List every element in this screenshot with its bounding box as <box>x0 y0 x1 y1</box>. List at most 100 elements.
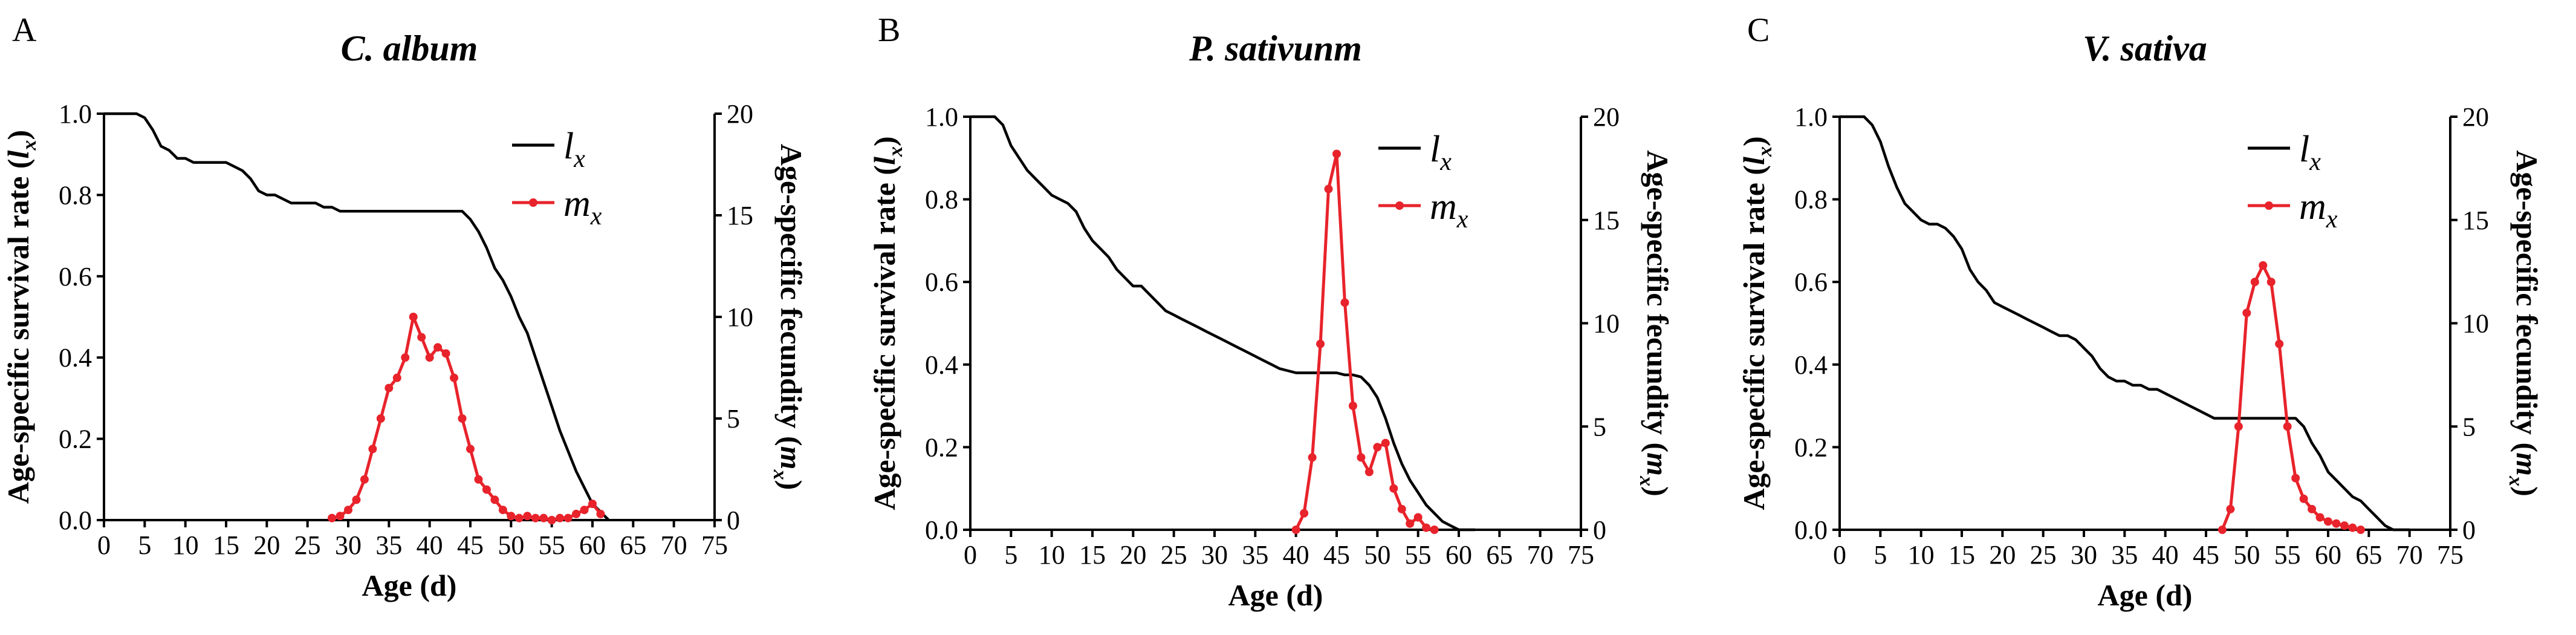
x-tick-label: 15 <box>213 530 239 560</box>
y-axis-label-italic: l <box>868 157 901 165</box>
legend-marker <box>2265 201 2273 210</box>
y2-tick-label: 20 <box>2462 102 2489 132</box>
x-tick-label: 0 <box>964 540 977 570</box>
y2-tick-label: 20 <box>727 99 753 129</box>
legend-label-mx: mx <box>563 183 602 230</box>
data-point-mx <box>2259 261 2268 270</box>
chart-title: C. album <box>341 28 478 68</box>
data-point-mx <box>1308 453 1317 462</box>
legend-label-sub: x <box>1456 206 1468 233</box>
x-tick-label: 40 <box>417 530 443 560</box>
axes <box>963 116 1588 537</box>
x-tick-label: 15 <box>1948 540 1975 570</box>
x-tick-label: 20 <box>253 530 280 560</box>
data-point-mx <box>2332 519 2341 528</box>
y2-tick-label: 5 <box>1593 412 1606 441</box>
y-axis-label-sub: x <box>1754 146 1776 157</box>
y2-axis-label-sub: x <box>1635 475 1658 486</box>
data-point-mx <box>1340 298 1349 307</box>
x-tick-label: 60 <box>1445 540 1472 570</box>
x-tick-label: 10 <box>1908 540 1935 570</box>
data-point-mx <box>1316 339 1325 348</box>
data-point-mx <box>1397 504 1406 513</box>
y2-tick-label: 0 <box>727 506 740 535</box>
legend-label-sub: x <box>1439 148 1452 176</box>
y2-tick-label: 15 <box>1593 206 1620 235</box>
data-point-mx <box>580 506 589 515</box>
legend-label-sub: x <box>590 203 602 230</box>
x-tick-label: 5 <box>1874 540 1887 570</box>
x-tick-label: 10 <box>172 530 199 560</box>
axes <box>1832 116 2458 537</box>
data-point-mx <box>596 509 605 518</box>
x-tick-label: 30 <box>1201 540 1228 570</box>
y2-axis-label-close: ) <box>774 480 808 490</box>
legend-label-sub: x <box>573 145 585 173</box>
y-axis-label-close: ) <box>1 130 35 140</box>
data-point-mx <box>1413 513 1423 522</box>
data-point-mx <box>392 373 401 382</box>
y2-tick-label: 10 <box>2462 309 2489 339</box>
data-point-mx <box>344 506 352 515</box>
x-tick-label: 25 <box>2030 540 2057 570</box>
y2-tick-label: 20 <box>1593 102 1620 132</box>
x-axis-label: Age (d) <box>362 568 457 602</box>
y-tick-label: 1.0 <box>59 99 92 129</box>
series-line-lx <box>1840 115 2410 532</box>
x-tick-label: 10 <box>1039 540 1065 570</box>
y-axis-label-italic: l <box>1 150 35 158</box>
data-point-mx <box>466 444 475 454</box>
data-point-mx <box>507 512 516 521</box>
data-point-mx <box>1422 523 1431 532</box>
data-point-mx <box>2299 494 2308 503</box>
y-tick-label: 1.0 <box>925 102 958 132</box>
data-point-mx <box>2266 278 2276 287</box>
y2-axis-label-sub: x <box>769 469 791 480</box>
y-axis-label-close: ) <box>868 136 901 146</box>
data-point-mx <box>2242 308 2251 318</box>
y-tick-label: 0.2 <box>925 432 958 462</box>
y-axis-label: Age-specific survival rate (lx) <box>868 136 907 510</box>
y2-axis-label-italic: m <box>2510 452 2544 476</box>
x-tick-label: 35 <box>1242 540 1268 570</box>
data-point-mx <box>425 353 434 362</box>
data-point-mx <box>401 353 410 362</box>
data-point-mx <box>1357 453 1366 462</box>
x-tick-label: 50 <box>2233 540 2260 570</box>
data-point-mx <box>1300 509 1309 518</box>
y2-tick-label: 10 <box>1593 309 1620 339</box>
data-point-mx <box>441 349 450 358</box>
y-tick-label: 0.4 <box>925 350 958 380</box>
data-point-mx <box>1430 526 1439 534</box>
data-point-mx <box>514 513 524 523</box>
data-point-mx <box>474 475 483 484</box>
x-tick-label: 65 <box>1486 540 1513 570</box>
chart-title: P. sativunm <box>1189 28 1362 68</box>
y-tick-label: 0.4 <box>1794 350 1828 380</box>
data-point-mx <box>2275 339 2284 348</box>
x-axis-label: Age (d) <box>1228 578 1323 612</box>
data-point-mx <box>539 513 548 523</box>
data-point-mx <box>2308 504 2317 513</box>
data-point-mx <box>376 414 385 423</box>
y-tick-label: 0.6 <box>925 267 958 297</box>
y-tick-label: 0.0 <box>1794 515 1828 545</box>
x-tick-label: 65 <box>620 530 646 560</box>
data-point-mx <box>1406 519 1415 528</box>
data-point-mx <box>547 516 556 524</box>
data-point-mx <box>2356 526 2365 534</box>
chart-title: V. sativa <box>2083 28 2207 68</box>
data-point-mx <box>490 495 499 504</box>
legend-label-sub: x <box>2309 148 2321 176</box>
data-point-mx <box>1324 184 1333 194</box>
y2-tick-label: 5 <box>727 404 740 434</box>
x-tick-label: 70 <box>661 530 687 560</box>
series-line-mx <box>2221 264 2361 532</box>
legend-label-mx: mx <box>2299 186 2338 233</box>
x-tick-label: 70 <box>1527 540 1554 570</box>
y2-axis-label-sub: x <box>2505 475 2527 486</box>
x-tick-label: 20 <box>1989 540 2016 570</box>
y-tick-label: 0.0 <box>925 515 958 545</box>
